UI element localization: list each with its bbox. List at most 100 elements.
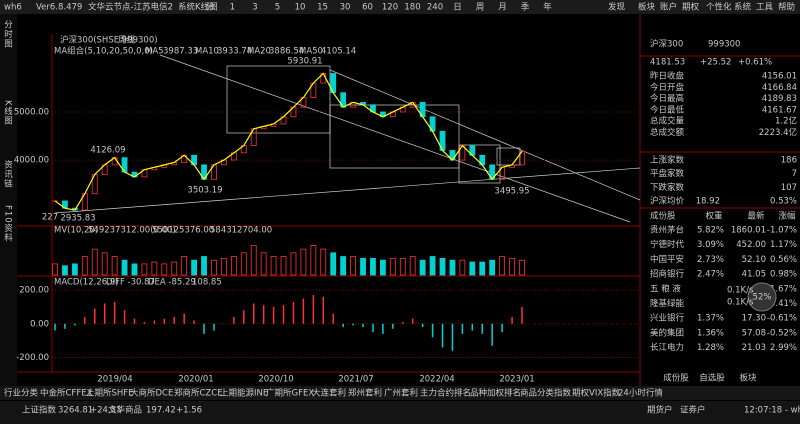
table-cell: 17.30 xyxy=(742,314,766,324)
panel-tab[interactable]: 板块 xyxy=(739,373,757,384)
market-tab[interactable]: 期权VIX指数 xyxy=(572,388,621,399)
volume-bar xyxy=(250,244,257,276)
quote-label: 沪深均价 xyxy=(650,196,685,207)
tab-bar xyxy=(0,386,800,400)
price-annotation: 227 xyxy=(42,213,58,223)
volume-bar xyxy=(340,256,347,276)
volume-bar xyxy=(81,256,88,276)
account-button[interactable]: 证券户 xyxy=(680,405,706,416)
status-bar xyxy=(0,401,800,424)
account-button[interactable]: 期货户 xyxy=(647,405,673,416)
ma-name: MA50 xyxy=(299,47,323,57)
period-button[interactable]: 月 xyxy=(498,3,507,13)
period-button[interactable]: 10 xyxy=(295,3,306,13)
period-button[interactable]: 5 xyxy=(275,3,280,13)
market-tab[interactable]: 品种加权排名 xyxy=(470,388,521,399)
period-button[interactable]: 周 xyxy=(476,3,485,13)
period-button[interactable]: 240 xyxy=(427,3,443,13)
period-button[interactable]: 3 xyxy=(252,3,257,13)
table-cell: 1.17% xyxy=(770,240,797,250)
volume-bar xyxy=(379,259,386,276)
volume-bar xyxy=(101,252,108,276)
title-bar xyxy=(0,0,800,14)
market-tab[interactable]: 中金所CFFEX xyxy=(40,388,93,399)
quote-panel xyxy=(640,14,800,386)
market-tab[interactable]: 商品分类指数 xyxy=(520,388,572,399)
quote-price: 4181.53 xyxy=(650,58,685,68)
market-tab[interactable]: 大连套利 xyxy=(312,388,346,399)
menu-item[interactable]: 帮助 xyxy=(778,2,795,13)
x-tick-label: 2022/04 xyxy=(419,375,454,385)
volume-bar xyxy=(191,259,198,276)
table-cell: 隆基绿能 xyxy=(650,298,685,309)
period-button[interactable]: 日 xyxy=(453,3,462,13)
volume-bar xyxy=(399,257,406,276)
period-button[interactable]: 季 xyxy=(521,2,530,13)
y-tick-label: 5000.00 xyxy=(14,107,49,117)
side-tab[interactable]: 分时图 xyxy=(3,20,13,49)
status-index: +24.53 xyxy=(90,406,121,416)
menu-item[interactable]: 工具 xyxy=(756,3,774,13)
panel-tab[interactable]: 自选股 xyxy=(699,373,725,384)
market-tab[interactable]: 上期能源INE xyxy=(220,388,268,399)
ma-name: MA10 xyxy=(195,47,219,57)
menu-item[interactable]: 板块 xyxy=(638,2,656,13)
market-tab[interactable]: 郑州套利 xyxy=(348,388,382,399)
clock: 12:07:18 - wh6 xyxy=(744,406,800,416)
quote-code: 999300 xyxy=(708,40,740,50)
table-header: 权重 xyxy=(705,211,723,222)
volume-bar xyxy=(131,263,138,276)
table-cell: 1860.01 xyxy=(731,226,766,236)
market-tab[interactable]: 主力合约排名 xyxy=(420,388,471,399)
period-button[interactable]: 分 xyxy=(206,3,215,13)
side-tab[interactable]: F10资料 xyxy=(3,205,13,243)
table-cell: 贵州茅台 xyxy=(650,225,684,236)
side-tab[interactable]: K线图 xyxy=(3,100,13,126)
volume-bar xyxy=(230,256,237,276)
table-cell: 招商银行 xyxy=(650,269,685,280)
menu-item[interactable]: 发现 xyxy=(608,2,626,13)
market-tab[interactable]: 行业分类 xyxy=(4,388,39,399)
quote-value: 186 xyxy=(781,156,797,166)
market-tab[interactable]: 广期所GFEX xyxy=(266,388,314,399)
period-button[interactable]: 120 xyxy=(382,3,398,13)
period-button[interactable]: 年 xyxy=(543,2,552,13)
volume-bar xyxy=(330,252,337,276)
side-tab[interactable]: 资讯链 xyxy=(3,159,13,188)
period-button[interactable]: 1 xyxy=(230,3,235,13)
ma-name: MA5 xyxy=(145,47,164,57)
table-cell: 五 粮 液 xyxy=(650,283,681,294)
menu-item[interactable]: 个性化 xyxy=(706,2,732,13)
period-button[interactable]: 30 xyxy=(340,3,351,13)
ma-name: MA20 xyxy=(247,47,271,57)
panel-tab[interactable]: 成份股 xyxy=(663,373,689,384)
table-cell: 0.56% xyxy=(770,255,797,265)
volume-bar xyxy=(350,256,356,276)
volume-bar xyxy=(62,265,68,276)
macd-value: 108.85 xyxy=(192,278,222,288)
volume-bar xyxy=(519,259,525,276)
net-speed: 0.1K/s xyxy=(727,298,754,308)
volume-bar xyxy=(459,259,466,276)
macd-label: MACD(12,26,9) xyxy=(54,278,119,288)
period-button[interactable]: 60 xyxy=(362,3,373,13)
period-button[interactable]: 15 xyxy=(317,3,328,13)
version: Ver6.8.479 xyxy=(36,3,82,13)
macd-diff: DIFF -30.87 xyxy=(106,278,155,288)
market-tab[interactable]: 郑商所CZCE xyxy=(174,388,223,399)
market-tab[interactable]: 广州套利 xyxy=(384,388,418,399)
volume-bar xyxy=(419,259,426,276)
market-tab[interactable]: 上期所SHFE xyxy=(86,388,134,399)
table-cell: 57.08 xyxy=(742,328,766,338)
quote-value: 1.2亿 xyxy=(775,116,797,127)
volume-bar xyxy=(141,263,148,276)
market-tab[interactable]: 大商所DCE xyxy=(130,388,173,399)
period-button[interactable]: 180 xyxy=(404,3,420,13)
menu-item[interactable]: 期权 xyxy=(682,2,700,13)
market-tab[interactable]: 24小时行情 xyxy=(618,388,663,399)
app-name: wh6 xyxy=(4,3,22,13)
menu-item[interactable]: 账户 xyxy=(660,2,677,13)
volume-bar xyxy=(171,261,178,276)
menu-item[interactable]: 系统 xyxy=(734,2,752,13)
